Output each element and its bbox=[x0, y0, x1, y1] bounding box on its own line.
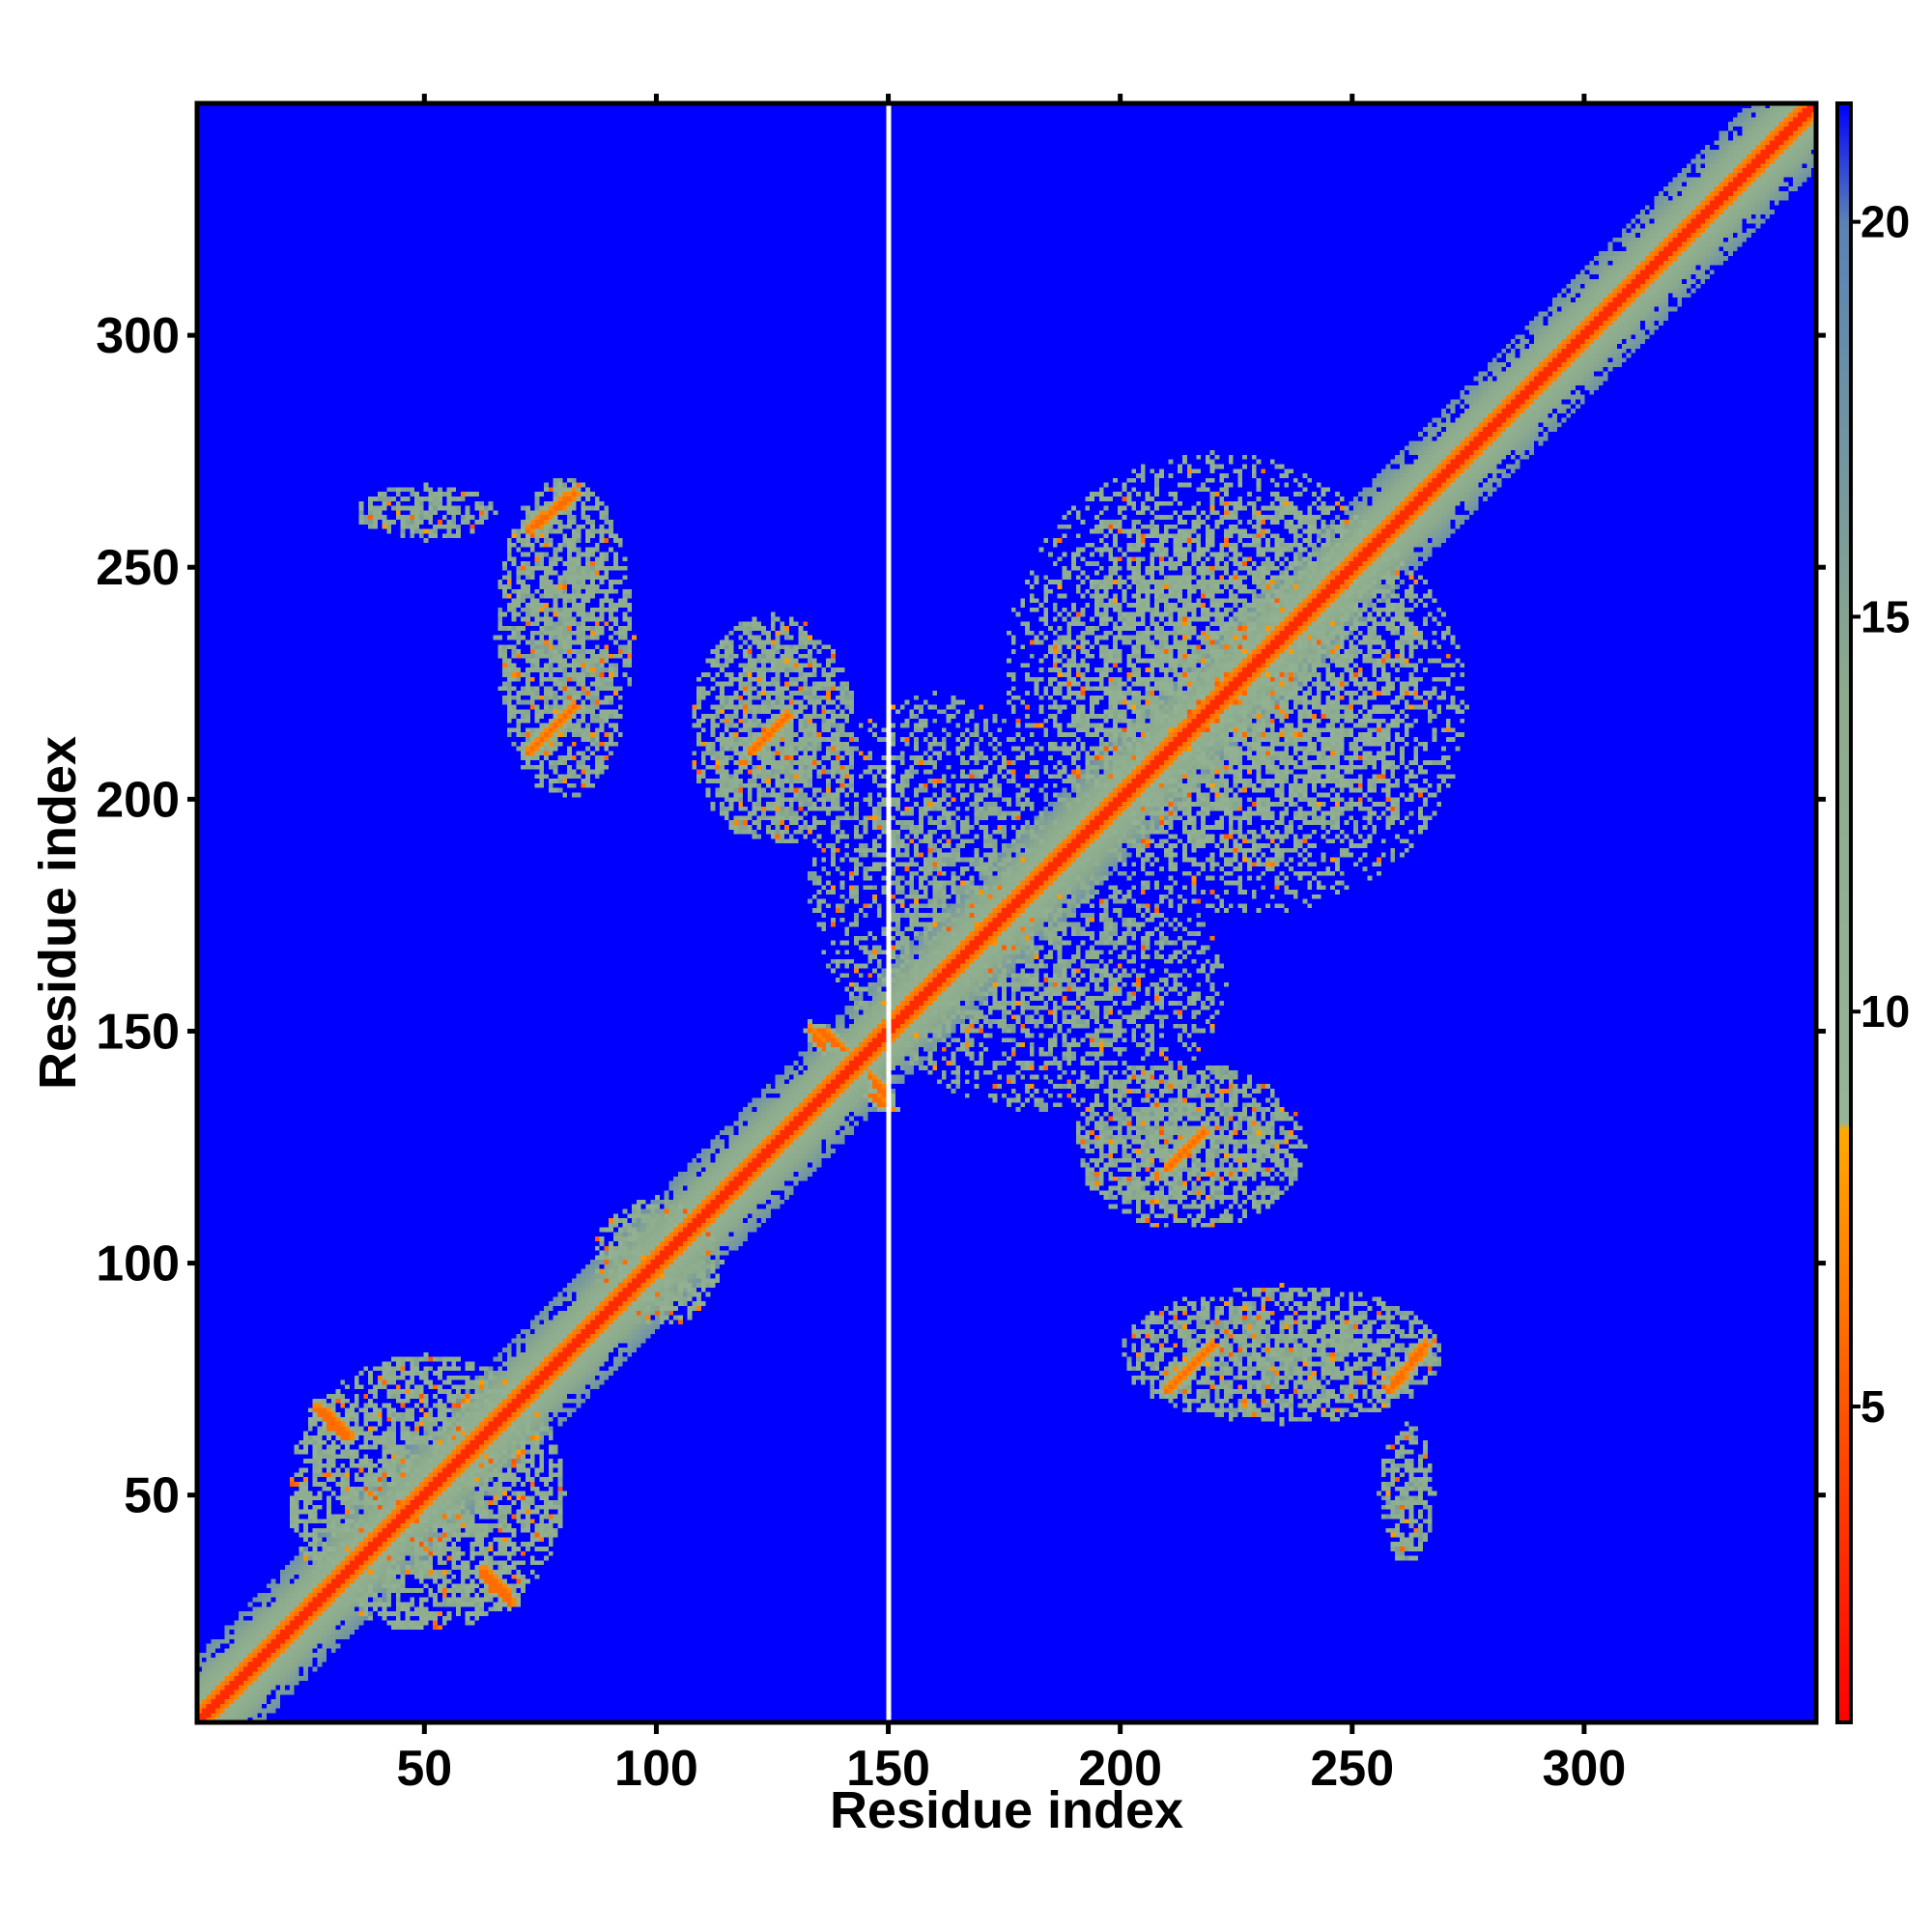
x-tick-label: 150 bbox=[846, 1741, 930, 1797]
colorbar-tick-label: 5 bbox=[1861, 1381, 1886, 1432]
y-tick-label: 300 bbox=[96, 308, 180, 364]
colorbar-ticks: 5 10 15 20 bbox=[1851, 197, 1910, 1432]
y-tick-label: 250 bbox=[96, 540, 180, 596]
y-tick-label: 50 bbox=[124, 1468, 180, 1524]
x-tick-label: 300 bbox=[1543, 1741, 1627, 1797]
colorbar-tick-label: 20 bbox=[1861, 197, 1910, 247]
heatmap-cells bbox=[197, 103, 1816, 1722]
y-tick-label: 150 bbox=[96, 1004, 180, 1060]
y-axis: 50 100 150 200 250 300 bbox=[96, 308, 1826, 1524]
x-tick-label: 50 bbox=[396, 1741, 452, 1797]
y-tick-label: 100 bbox=[96, 1236, 180, 1293]
y-axis-label: Residue index bbox=[29, 736, 87, 1090]
colorbar-tick-label: 15 bbox=[1861, 591, 1910, 641]
colorbar: 5 10 15 20 bbox=[1835, 101, 1910, 1724]
x-axis-label: Residue index bbox=[830, 1781, 1183, 1839]
x-axis: 50 100 150 200 250 300 bbox=[396, 94, 1626, 1797]
x-tick-label: 200 bbox=[1078, 1741, 1162, 1797]
colorbar-gradient bbox=[1835, 101, 1853, 1724]
y-tick-label: 200 bbox=[96, 772, 180, 828]
x-tick-label: 100 bbox=[614, 1741, 698, 1797]
x-tick-label: 250 bbox=[1310, 1741, 1394, 1797]
heatmap-area bbox=[194, 100, 1819, 1725]
plot-frame bbox=[194, 100, 1819, 1725]
colorbar-tick-label: 10 bbox=[1861, 986, 1910, 1037]
